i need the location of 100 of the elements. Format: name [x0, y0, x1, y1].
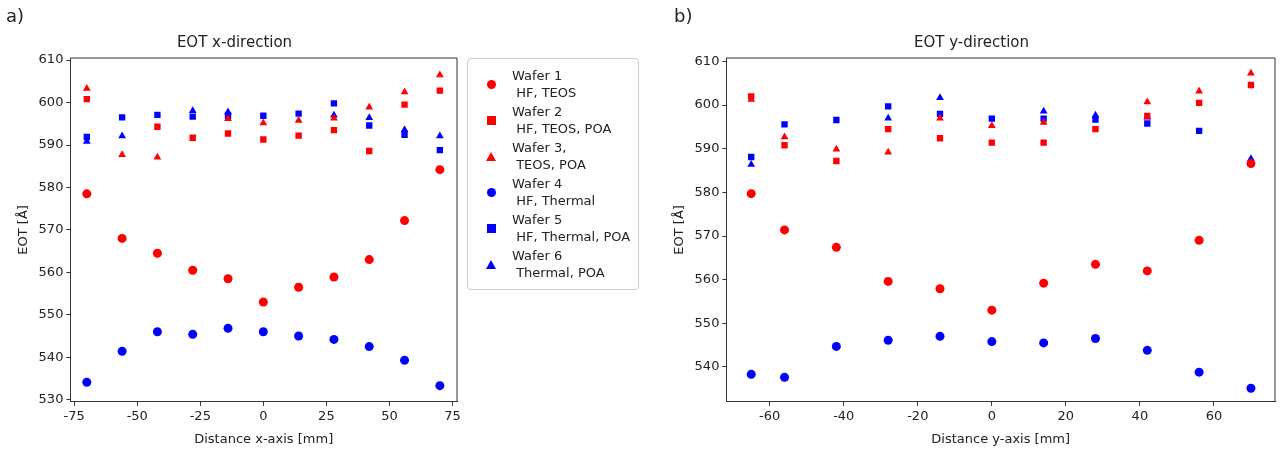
text: b) — [674, 4, 693, 26]
point — [1090, 259, 1100, 269]
point — [400, 216, 410, 226]
point — [780, 372, 790, 382]
point — [988, 139, 995, 146]
legend-label: Wafer 4 HF, Thermal — [512, 175, 596, 209]
point — [987, 337, 997, 347]
point — [400, 87, 409, 95]
point — [364, 255, 374, 265]
point — [188, 329, 198, 339]
point — [295, 132, 302, 139]
legend-label: Wafer 2 HF, TEOS, POA — [512, 103, 612, 137]
point — [224, 130, 232, 137]
y-tick-label: 580 — [694, 183, 720, 199]
point — [746, 369, 756, 379]
x-axis-title: Distance y-axis [mm] — [931, 430, 1071, 446]
point — [1144, 120, 1151, 127]
y-tick-label: 570 — [38, 221, 64, 237]
point — [781, 121, 788, 128]
x-tick-label: 40 — [1131, 407, 1149, 423]
point — [189, 113, 196, 120]
point — [188, 265, 198, 275]
point — [1039, 278, 1049, 288]
x-tick-label: 60 — [1205, 407, 1223, 423]
point — [294, 115, 303, 123]
point — [117, 233, 127, 243]
point — [987, 305, 997, 315]
point — [260, 112, 267, 119]
point — [747, 159, 756, 167]
point — [82, 84, 91, 91]
point — [259, 118, 268, 126]
point — [400, 125, 409, 132]
x-axis-title: Distance x-axis [mm] — [194, 430, 334, 446]
point — [780, 132, 789, 140]
point — [118, 131, 127, 139]
y-tick-label: 580 — [38, 178, 64, 194]
point — [831, 242, 841, 252]
point — [188, 106, 197, 113]
point — [435, 131, 444, 139]
y-tick-label: 590 — [694, 140, 720, 156]
point — [1246, 159, 1256, 169]
point — [154, 111, 161, 119]
x-tick-label: -20 — [907, 407, 929, 423]
y-tick-label: 600 — [694, 96, 720, 112]
point — [1246, 383, 1256, 393]
x-tick-label: 75 — [444, 407, 461, 423]
y-tick-label: 570 — [694, 227, 720, 243]
y-tick-label: 550 — [38, 306, 64, 322]
y-tick-label: 540 — [38, 348, 64, 364]
point — [884, 103, 892, 110]
point — [833, 157, 840, 165]
point — [295, 110, 302, 117]
point — [329, 272, 339, 282]
point — [118, 150, 127, 158]
point — [936, 93, 944, 100]
x-tick-label: 0 — [987, 407, 996, 423]
chart-title: EOT x-direction — [176, 32, 293, 51]
x-tick-label: -25 — [189, 407, 211, 423]
point — [223, 274, 233, 284]
x-tick-label: -75 — [63, 407, 85, 423]
point — [258, 327, 268, 337]
point — [364, 342, 374, 352]
point — [400, 355, 410, 365]
point — [366, 122, 373, 129]
point — [154, 123, 161, 130]
point — [987, 121, 996, 128]
x-tick-label: -50 — [126, 407, 148, 423]
point — [1092, 125, 1099, 133]
point — [1142, 266, 1152, 276]
point — [401, 101, 408, 108]
x-tick-label: 25 — [318, 407, 335, 423]
point — [118, 114, 126, 121]
point — [330, 100, 338, 107]
legend-label: Wafer 1 HF, TEOS — [512, 67, 577, 101]
point — [1247, 68, 1255, 76]
point — [746, 189, 756, 199]
chart-title: EOT y-direction — [914, 32, 1029, 51]
point — [152, 327, 162, 337]
y-tick-label: 530 — [38, 391, 64, 407]
point — [1092, 116, 1099, 123]
y-tick-label: 560 — [694, 271, 720, 287]
y-tick-label: 560 — [38, 263, 64, 279]
point — [260, 136, 267, 143]
point — [1090, 334, 1100, 344]
y-tick-label: 590 — [38, 136, 64, 152]
point — [1040, 139, 1047, 146]
point — [365, 113, 374, 121]
y-tick-label: 610 — [694, 52, 720, 68]
y-tick-label: 600 — [38, 93, 64, 109]
point — [401, 131, 408, 139]
point — [1142, 345, 1152, 355]
legend-label: Wafer 3, TEOS, POA — [512, 139, 586, 173]
point — [988, 115, 995, 122]
y-tick-label: 610 — [38, 51, 64, 67]
point — [435, 381, 445, 391]
point — [1143, 97, 1152, 105]
point — [1194, 367, 1204, 377]
x-tick-label: 50 — [381, 407, 398, 423]
point — [82, 189, 92, 199]
point — [1039, 338, 1049, 348]
